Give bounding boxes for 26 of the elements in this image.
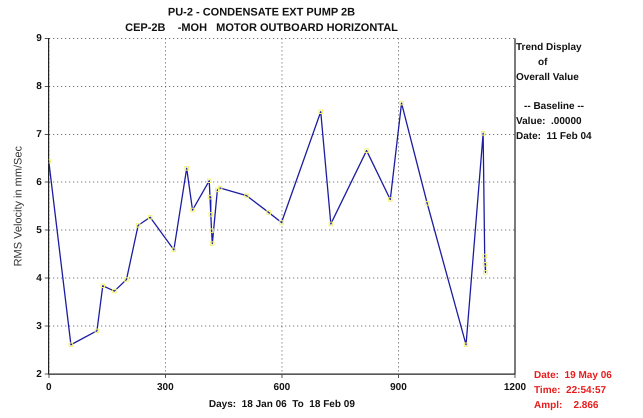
text: Date: 11 Feb 04 <box>516 130 592 144</box>
y-axis-title: RMS Velocity in mm/Sec <box>12 145 25 266</box>
y-tick-label: 3 <box>36 320 42 332</box>
x-tick-label: 600 <box>274 382 291 393</box>
x-tick-label: 300 <box>156 382 174 393</box>
y-tick-label: 9 <box>36 33 42 44</box>
text: Trend Display <box>516 41 583 55</box>
text: of <box>537 56 548 70</box>
y-tick-label: 6 <box>36 176 42 188</box>
x-tick-label: 1200 <box>504 382 527 393</box>
text: Date: 19 May 06 <box>534 369 612 383</box>
y-tick-label: 5 <box>36 224 42 236</box>
y-tick-label: 8 <box>36 81 42 92</box>
chart-title: PU-2 - CONDENSATE EXT PUMP 2B <box>168 6 356 19</box>
y-tick-label: 7 <box>36 129 42 140</box>
x-axis-title: Days: 18 Jan 06 To 18 Feb 09 <box>208 398 356 410</box>
text: Overall Value <box>516 71 580 85</box>
chart-subtitle: CEP-2B -MOH MOTOR OUTBOARD HORIZONTAL <box>125 22 398 34</box>
y-tick-label: 2 <box>36 368 42 380</box>
x-tick-label: 0 <box>46 382 52 393</box>
text: -- Baseline -- <box>523 100 586 114</box>
x-tick-label: 900 <box>390 382 408 393</box>
text: Time: 22:54:57 <box>534 384 608 398</box>
text: Ampl: 2.866 <box>534 399 600 413</box>
y-tick-label: 4 <box>36 272 42 284</box>
text: Value: .00000 <box>516 115 583 129</box>
